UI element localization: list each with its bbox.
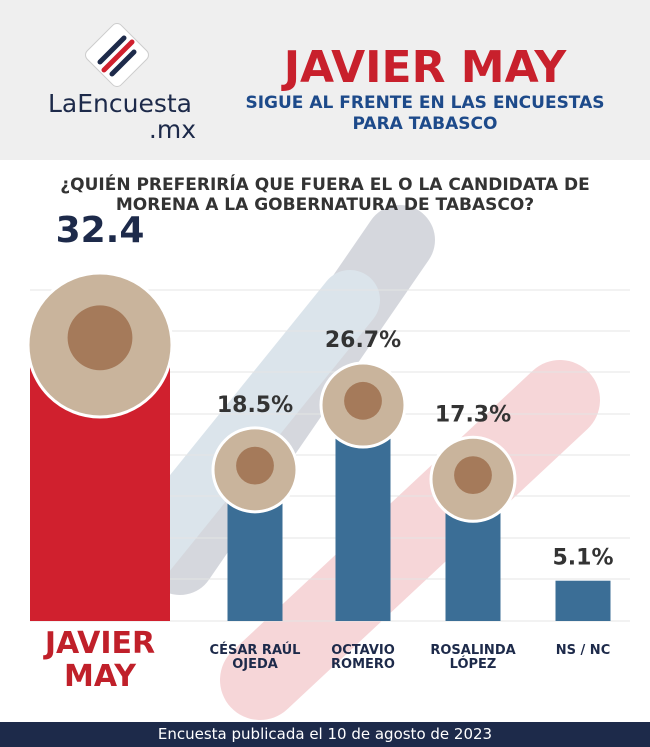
chart-title: ¿QUIÉN PREFERIRÍA QUE FUERA EL O LA CAND… (60, 173, 589, 195)
value-label: 17.3% (435, 402, 511, 427)
chart-title: MORENA A LA GOBERNATURA DE TABASCO? (116, 195, 534, 215)
logo (85, 23, 149, 87)
photo-face (344, 381, 382, 420)
value-label: 18.5% (217, 393, 293, 418)
value-label: 26.7% (325, 328, 401, 353)
subtitle: SIGUE AL FRENTE EN LAS ENCUESTAS (245, 93, 604, 113)
photo-face (67, 305, 133, 371)
footer-text: Encuesta publicada el 10 de agosto de 20… (158, 725, 492, 743)
category-label: ROSALINDA LÓPEZ (430, 643, 516, 673)
title: JAVIER MAY (281, 42, 568, 93)
logo-text: LaEncuesta (48, 89, 192, 118)
category-label: CÉSAR RAÚL OJEDA (209, 643, 301, 673)
category-label: JAVIER MAY (44, 626, 156, 694)
value-label: 32.4 (56, 210, 145, 251)
value-label: 5.1% (552, 546, 613, 571)
logo-suffix: .mx (149, 115, 196, 144)
photo-face (236, 446, 274, 485)
category-label: NS / NC (555, 643, 611, 658)
category-label: OCTAVIO ROMERO (331, 643, 395, 673)
subtitle: PARA TABASCO (353, 114, 498, 134)
photo-face (454, 456, 492, 495)
bar (555, 580, 611, 621)
footer-bar (0, 722, 650, 747)
